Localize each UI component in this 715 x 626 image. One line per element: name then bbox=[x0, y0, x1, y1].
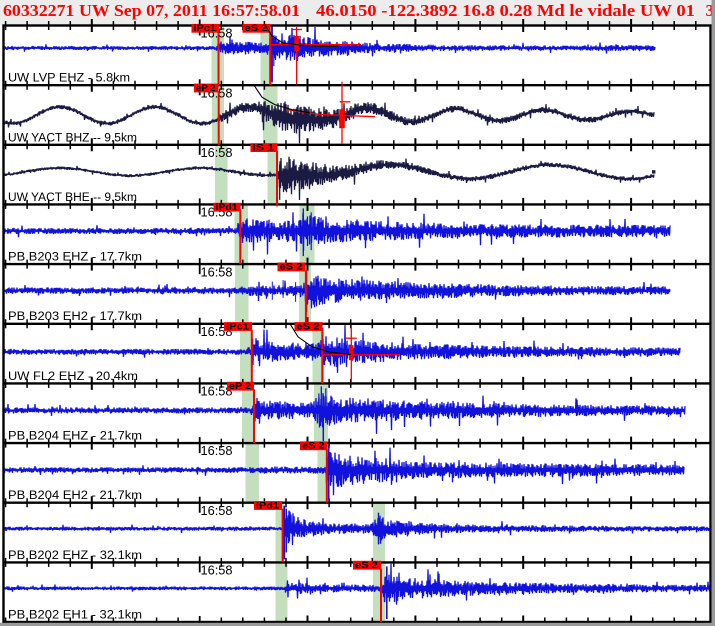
svg-text:eS 2: eS 2 bbox=[355, 560, 378, 570]
svg-text:PB B204 EH2 - 21.7km: PB B204 EH2 - 21.7km bbox=[8, 488, 142, 502]
svg-text:PB B203 EH2 - 17.7km: PB B203 EH2 - 17.7km bbox=[8, 309, 142, 323]
svg-text:PB B203 EHZ - 17.7km: PB B203 EHZ - 17.7km bbox=[8, 250, 142, 264]
svg-text:UW FL2 EHZ - 20.4km: UW FL2 EHZ - 20.4km bbox=[8, 369, 138, 383]
svg-text:iS 1: iS 1 bbox=[253, 142, 275, 152]
svg-text:16:58: 16:58 bbox=[201, 504, 233, 518]
svg-text:PB B202 EH1 - 32.1km: PB B202 EH1 - 32.1km bbox=[8, 608, 142, 622]
svg-text:16:58: 16:58 bbox=[201, 385, 233, 399]
svg-text:UW LVP EHZ - 5.8km: UW LVP EHZ - 5.8km bbox=[8, 71, 130, 85]
svg-text:16:58: 16:58 bbox=[201, 146, 233, 160]
svg-text:UW YACT BHE -- 9.5km: UW YACT BHE -- 9.5km bbox=[8, 190, 137, 204]
svg-text:eP 2: eP 2 bbox=[196, 83, 216, 93]
svg-text:eS 2: eS 2 bbox=[302, 441, 325, 451]
svg-text:iPc1: iPc1 bbox=[194, 23, 217, 33]
svg-text:eS 2: eS 2 bbox=[245, 23, 268, 33]
svg-text:PB B202 EHZ - 32.1km: PB B202 EHZ - 32.1km bbox=[8, 548, 142, 562]
svg-text:eS 2: eS 2 bbox=[280, 262, 303, 272]
svg-text:16:58: 16:58 bbox=[201, 564, 233, 578]
svg-text:46.0150 -122.3892 16.8 0.28 Md: 46.0150 -122.3892 16.8 0.28 Md le vidale… bbox=[316, 1, 695, 20]
svg-text:60332271 UW Sep 07, 2011 16:57: 60332271 UW Sep 07, 2011 16:57:58.01 bbox=[3, 1, 300, 20]
svg-text:3: 3 bbox=[706, 1, 715, 20]
svg-text:16:58: 16:58 bbox=[201, 444, 233, 458]
svg-text:UW YACT BHZ -- 9.5km: UW YACT BHZ -- 9.5km bbox=[8, 130, 137, 144]
svg-text:eP 2: eP 2 bbox=[229, 381, 251, 391]
svg-text:iPd1: iPd1 bbox=[256, 500, 279, 510]
svg-text:iPc1: iPc1 bbox=[226, 321, 249, 331]
svg-text:eS 2: eS 2 bbox=[297, 321, 320, 331]
svg-text:iPd1: iPd1 bbox=[216, 202, 238, 212]
svg-text:16:58: 16:58 bbox=[201, 265, 233, 279]
svg-text:PB B204 EHZ - 21.7km: PB B204 EHZ - 21.7km bbox=[8, 429, 142, 443]
